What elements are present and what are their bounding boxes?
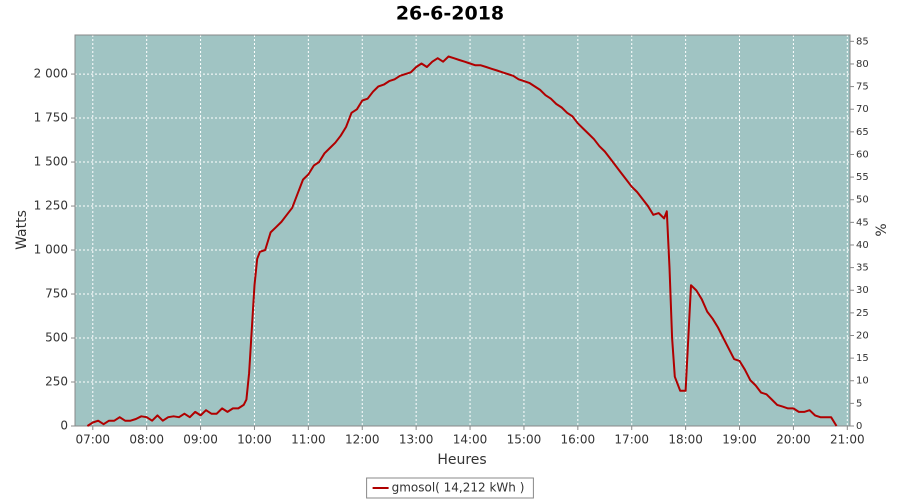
y-tick-label: 250 <box>45 375 68 389</box>
chart-title: 26-6-2018 <box>396 3 504 25</box>
y2-tick-label: 70 <box>856 104 869 115</box>
x-tick-label: 19:00 <box>722 433 757 447</box>
y2-tick-label: 45 <box>856 217 869 228</box>
y2-tick-label: 10 <box>856 376 869 387</box>
y2-tick-label: 0 <box>856 421 862 432</box>
y2-tick-label: 5 <box>856 398 862 409</box>
legend-box <box>366 477 534 499</box>
x-tick-label: 08:00 <box>129 433 164 447</box>
y-tick-label: 1 250 <box>34 199 68 213</box>
plot-border <box>74 34 851 427</box>
x-tick-label: 10:00 <box>237 433 272 447</box>
y2-tick-label: 60 <box>856 149 869 160</box>
y-tick-label: 500 <box>45 331 68 345</box>
y-tick-label: 2 000 <box>34 67 68 81</box>
y2-tick-label: 35 <box>856 263 869 274</box>
x-tick-label: 07:00 <box>75 433 110 447</box>
data-line <box>86 55 838 427</box>
plot-background <box>75 35 850 426</box>
x-tick-label: 20:00 <box>776 433 811 447</box>
x-tick-label: 11:00 <box>291 433 326 447</box>
x-tick-label: 18:00 <box>668 433 703 447</box>
y2-tick-label: 85 <box>856 36 869 47</box>
y-tick-label: 0 <box>60 419 68 433</box>
x-axis-title: Heures <box>437 452 486 468</box>
x-tick-label: 15:00 <box>507 433 542 447</box>
y2-tick-label: 20 <box>856 330 869 341</box>
y-tick-label: 1 500 <box>34 155 68 169</box>
y2-axis-title: % <box>874 223 890 236</box>
y-tick-label: 750 <box>45 287 68 301</box>
y2-tick-label: 30 <box>856 285 869 296</box>
y2-tick-label: 15 <box>856 353 869 364</box>
y-axis-title: Watts <box>14 210 30 250</box>
y2-tick-label: 80 <box>856 59 869 70</box>
y2-tick-label: 25 <box>856 308 869 319</box>
x-tick-label: 13:00 <box>399 433 434 447</box>
y2-tick-label: 50 <box>856 195 869 206</box>
x-tick-label: 09:00 <box>183 433 218 447</box>
y-tick-label: 1 000 <box>34 243 68 257</box>
x-tick-label: 12:00 <box>345 433 380 447</box>
y2-tick-label: 75 <box>856 82 869 93</box>
y-tick-label: 1 750 <box>34 111 68 125</box>
x-tick-label: 16:00 <box>561 433 596 447</box>
y2-tick-label: 65 <box>856 127 869 138</box>
x-tick-label: 17:00 <box>614 433 649 447</box>
y2-tick-label: 40 <box>856 240 869 251</box>
y2-tick-label: 55 <box>856 172 869 183</box>
x-tick-label: 14:00 <box>453 433 488 447</box>
x-tick-label: 21:00 <box>830 433 865 447</box>
legend-label: gmosol( 14,212 kWh ) <box>392 481 525 495</box>
legend: gmosol( 14,212 kWh ) <box>366 477 534 499</box>
